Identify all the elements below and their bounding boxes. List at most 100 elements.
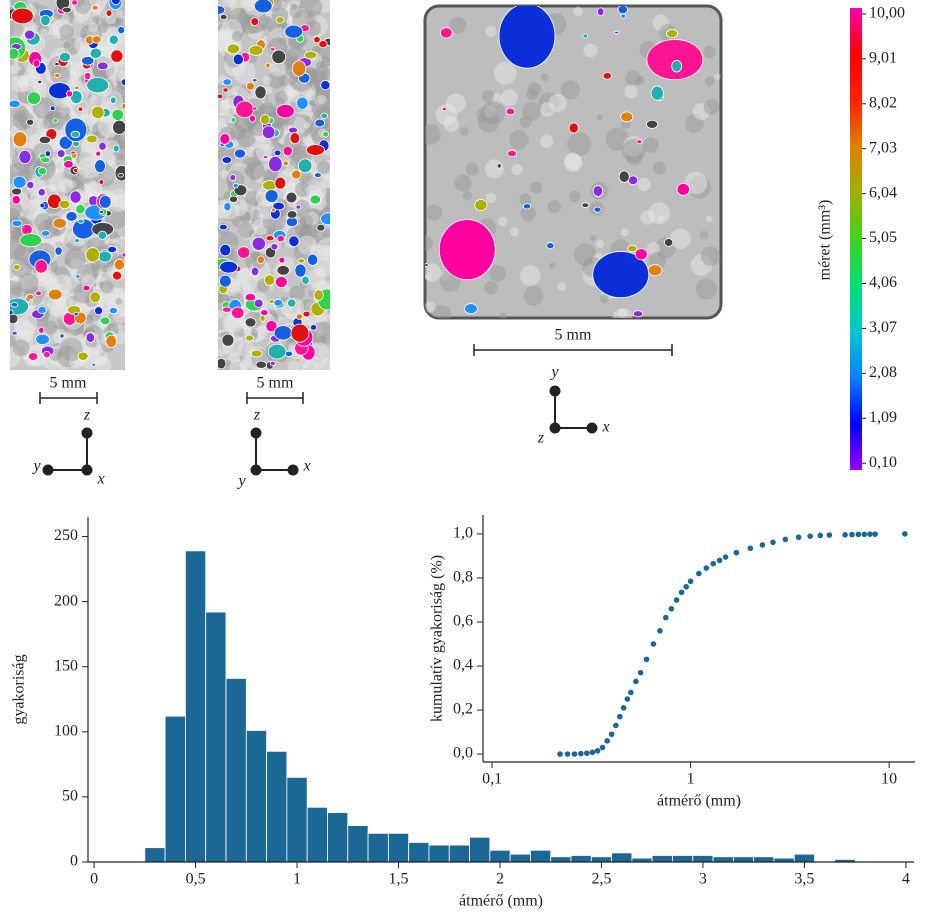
particle bbox=[251, 106, 258, 111]
particle bbox=[256, 255, 265, 265]
texture bbox=[625, 70, 642, 87]
texture bbox=[78, 148, 98, 168]
particle bbox=[71, 0, 79, 6]
particle bbox=[98, 194, 112, 209]
particle bbox=[66, 90, 73, 98]
particle bbox=[253, 298, 264, 308]
particle bbox=[295, 313, 304, 320]
particle bbox=[297, 158, 313, 174]
particle bbox=[218, 224, 228, 231]
point bbox=[650, 641, 657, 647]
bar bbox=[672, 855, 694, 863]
axis-name: z bbox=[253, 407, 261, 424]
particle bbox=[275, 276, 288, 288]
texture bbox=[670, 228, 691, 250]
texture bbox=[425, 273, 432, 280]
particle bbox=[34, 259, 48, 274]
texture bbox=[485, 25, 497, 37]
particle bbox=[278, 256, 286, 264]
texture bbox=[85, 183, 97, 195]
particle bbox=[110, 0, 121, 6]
particle bbox=[98, 141, 107, 151]
particle bbox=[12, 175, 27, 189]
point bbox=[782, 536, 789, 543]
particle bbox=[58, 199, 71, 210]
point bbox=[795, 534, 802, 541]
texture bbox=[297, 235, 317, 255]
texture bbox=[643, 137, 659, 153]
texture bbox=[100, 280, 114, 294]
texture bbox=[317, 160, 330, 174]
bar bbox=[408, 842, 430, 863]
x-tick-label: 3,5 bbox=[794, 871, 814, 888]
texture bbox=[569, 190, 581, 203]
particle bbox=[226, 43, 240, 55]
particle bbox=[64, 117, 88, 143]
texture bbox=[449, 16, 467, 34]
particle bbox=[276, 103, 295, 119]
particle bbox=[592, 251, 650, 299]
bar bbox=[712, 856, 734, 863]
x-axis-label: átmérő (mm) bbox=[459, 893, 543, 910]
colorbar-tick-label: 3,07 bbox=[869, 319, 897, 336]
particle bbox=[271, 49, 287, 65]
particle bbox=[310, 324, 318, 331]
particle bbox=[284, 24, 304, 39]
texture bbox=[299, 214, 314, 228]
bar bbox=[347, 825, 369, 863]
particle bbox=[593, 206, 602, 213]
particle bbox=[288, 126, 298, 134]
x-tick-label: 1 bbox=[293, 871, 301, 888]
texture bbox=[590, 234, 597, 241]
particle bbox=[120, 78, 125, 86]
texture bbox=[313, 363, 324, 370]
particle bbox=[99, 316, 111, 325]
particle bbox=[291, 60, 307, 77]
particle bbox=[219, 133, 231, 145]
particle bbox=[77, 106, 84, 112]
y-tick-label: 50 bbox=[62, 788, 78, 805]
texture bbox=[250, 328, 258, 337]
particle bbox=[646, 119, 659, 129]
particle bbox=[121, 252, 125, 258]
texture bbox=[298, 169, 312, 183]
texture bbox=[425, 235, 433, 251]
scale-label: 5 mm bbox=[50, 375, 87, 392]
particle bbox=[464, 303, 478, 315]
particle bbox=[232, 53, 244, 66]
particle bbox=[441, 106, 447, 112]
particle bbox=[581, 202, 590, 208]
particle bbox=[285, 191, 298, 204]
particle bbox=[98, 210, 105, 214]
particle bbox=[218, 357, 227, 370]
texture bbox=[315, 61, 325, 70]
particle bbox=[270, 207, 276, 213]
particle bbox=[70, 130, 81, 138]
texture bbox=[18, 73, 37, 92]
particle bbox=[48, 288, 63, 301]
particle bbox=[249, 114, 256, 123]
particle bbox=[40, 230, 51, 237]
point bbox=[817, 532, 824, 539]
particle bbox=[91, 362, 97, 367]
particle bbox=[26, 118, 35, 126]
particle bbox=[12, 131, 28, 148]
texture bbox=[306, 104, 313, 111]
particle bbox=[318, 40, 328, 49]
particle bbox=[63, 160, 74, 169]
texture bbox=[262, 75, 272, 85]
particle bbox=[244, 317, 257, 328]
texture bbox=[295, 199, 310, 215]
texture bbox=[652, 161, 666, 175]
texture bbox=[18, 272, 39, 294]
particle bbox=[40, 14, 51, 26]
point bbox=[867, 531, 873, 537]
axis-name: y bbox=[31, 458, 41, 475]
bar bbox=[286, 776, 308, 863]
particle bbox=[291, 169, 302, 180]
point bbox=[668, 605, 675, 612]
particle bbox=[282, 145, 293, 157]
texture bbox=[549, 262, 556, 269]
particle bbox=[75, 273, 81, 279]
bar bbox=[164, 715, 186, 863]
